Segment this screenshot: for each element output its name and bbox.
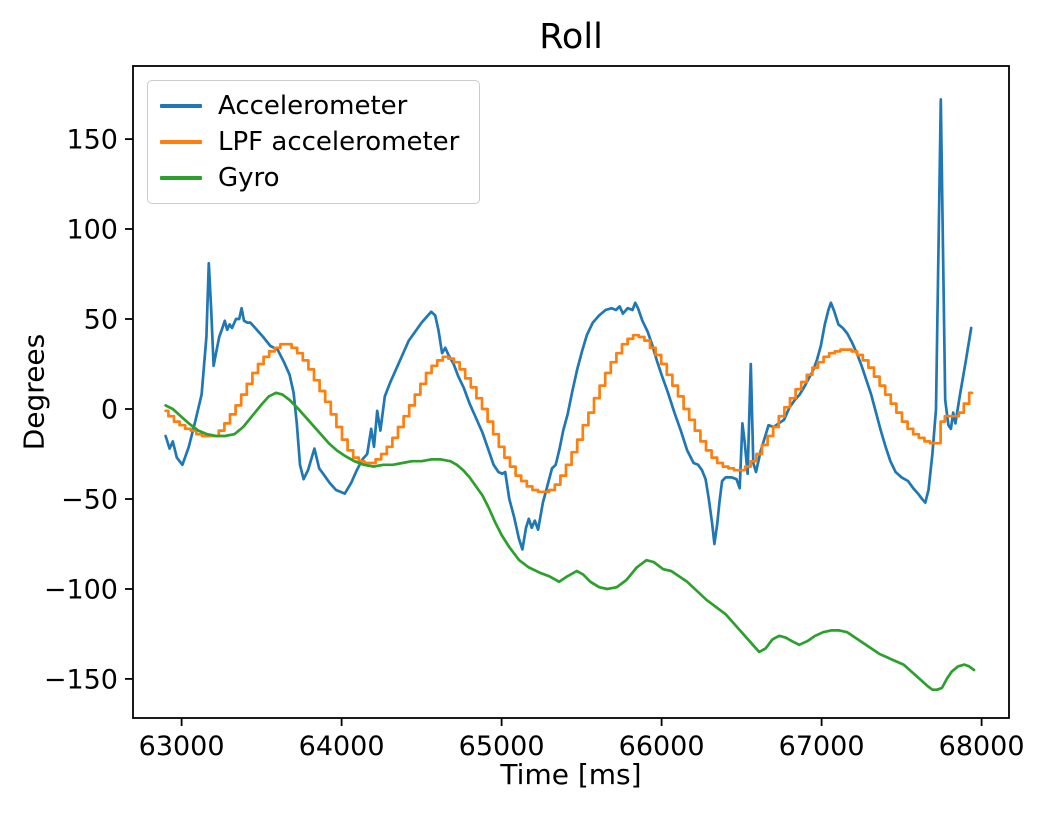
x-tick-label: 66000 bbox=[619, 731, 705, 762]
y-tick-label: 0 bbox=[101, 395, 118, 426]
accelerometer-line-swatch-icon bbox=[160, 104, 202, 108]
x-tick-label: 63000 bbox=[139, 731, 225, 762]
series-line-lpf-accelerometer bbox=[164, 333, 974, 494]
lpf-accelerometer-line-swatch-icon bbox=[160, 140, 202, 144]
legend-label: Accelerometer bbox=[218, 91, 408, 121]
legend-item-gyro: Gyro bbox=[160, 161, 459, 195]
legend-label: Gyro bbox=[218, 163, 280, 193]
y-tick-label: 50 bbox=[84, 305, 118, 336]
legend-item-accelerometer: Accelerometer bbox=[160, 89, 459, 123]
legend-item-lpf-accelerometer: LPF accelerometer bbox=[160, 125, 459, 159]
chart-title: Roll bbox=[539, 17, 603, 57]
x-tick-label: 65000 bbox=[459, 731, 545, 762]
x-axis-label: Time [ms] bbox=[500, 758, 642, 791]
series-line-accelerometer bbox=[164, 98, 973, 551]
x-tick-label: 68000 bbox=[939, 731, 1025, 762]
y-tick-label: −50 bbox=[61, 485, 118, 516]
y-tick-label: −150 bbox=[44, 664, 118, 695]
plot-border bbox=[132, 65, 1010, 719]
y-tick-label: 100 bbox=[66, 215, 118, 246]
x-tick-label: 67000 bbox=[779, 731, 865, 762]
legend-label: LPF accelerometer bbox=[218, 127, 460, 157]
y-tick-label: −100 bbox=[44, 575, 118, 606]
gyro-line-swatch-icon bbox=[160, 176, 202, 180]
x-tick-label: 64000 bbox=[299, 731, 385, 762]
legend: Accelerometer LPF accelerometer Gyro bbox=[147, 80, 481, 204]
series-line-gyro bbox=[164, 391, 976, 692]
y-tick-label: 150 bbox=[66, 125, 118, 156]
